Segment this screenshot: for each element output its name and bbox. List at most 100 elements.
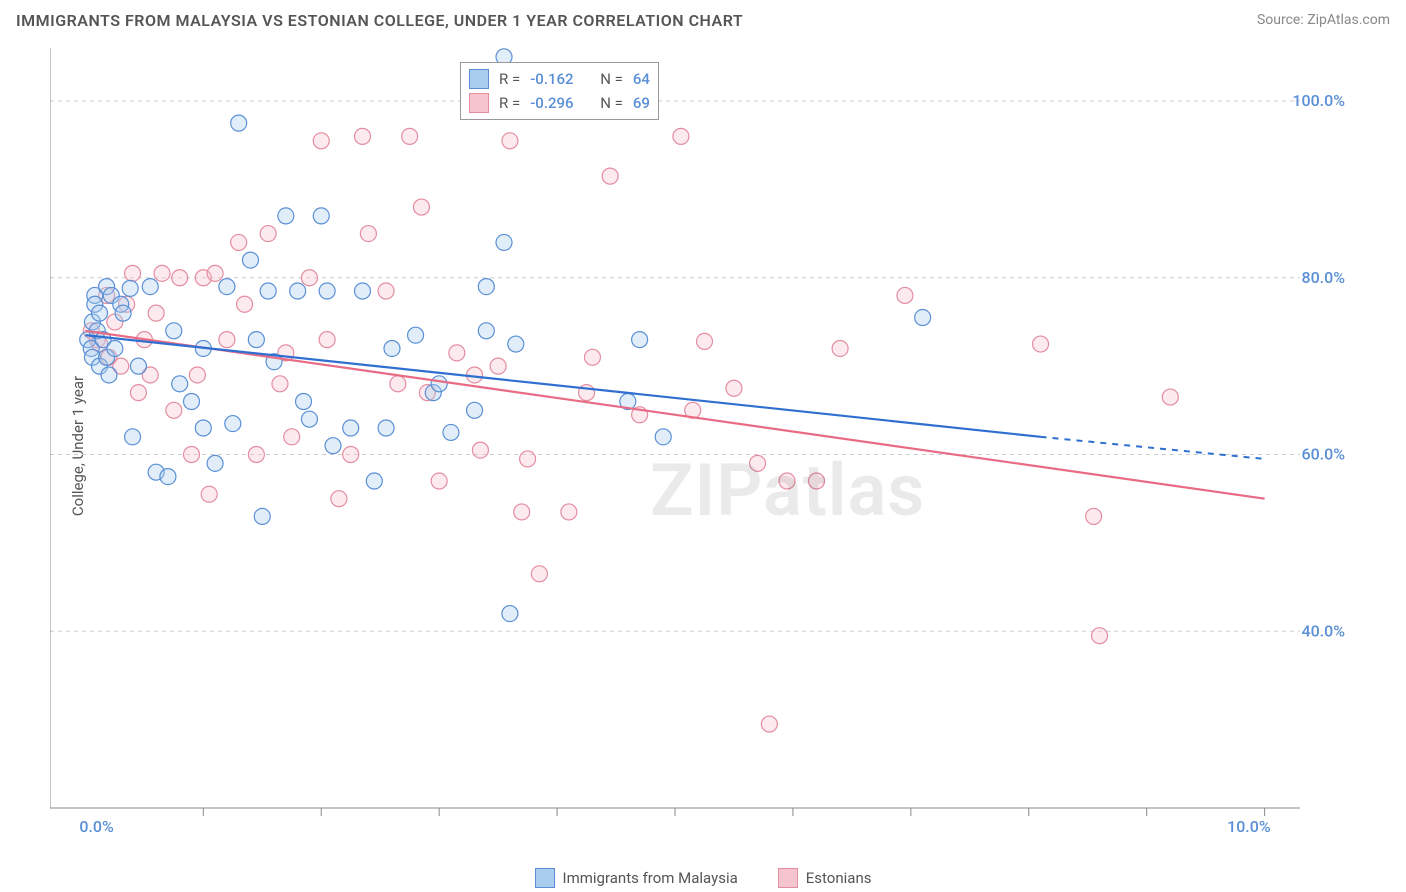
x-tick-label-min: 0.0% xyxy=(79,817,114,836)
scatter-point-a xyxy=(248,332,264,348)
scatter-point-b xyxy=(360,226,376,242)
scatter-point-b xyxy=(166,402,182,418)
y-tick-label: 100.0% xyxy=(1292,91,1345,110)
scatter-point-a xyxy=(915,310,931,326)
scatter-point-a xyxy=(343,420,359,436)
scatter-point-b xyxy=(809,473,825,489)
scatter-point-b xyxy=(207,265,223,281)
stats-r-value-a: -0.162 xyxy=(530,70,590,88)
scatter-point-b xyxy=(313,133,329,149)
scatter-point-a xyxy=(355,283,371,299)
source-name: ZipAtlas.com xyxy=(1307,12,1390,28)
scatter-point-b xyxy=(1162,389,1178,405)
stats-row-b: R =-0.296N =69 xyxy=(469,91,650,115)
scatter-point-a xyxy=(496,234,512,250)
scatter-point-b xyxy=(189,367,205,383)
scatter-point-b xyxy=(1033,336,1049,352)
x-tick-label-max: 10.0% xyxy=(1227,817,1271,836)
chart-title: IMMIGRANTS FROM MALAYSIA VS ESTONIAN COL… xyxy=(16,11,743,30)
scatter-point-a xyxy=(195,420,211,436)
scatter-point-b xyxy=(726,380,742,396)
scatter-point-a xyxy=(225,416,241,432)
scatter-point-b xyxy=(472,442,488,458)
scatter-point-a xyxy=(478,323,494,339)
scatter-point-a xyxy=(467,402,483,418)
scatter-point-b xyxy=(355,128,371,144)
scatter-point-b xyxy=(1086,508,1102,524)
y-tick-label: 80.0% xyxy=(1301,268,1345,287)
scatter-point-b xyxy=(231,234,247,250)
scatter-point-a xyxy=(319,283,335,299)
scatter-point-a xyxy=(160,469,176,485)
scatter-point-b xyxy=(602,168,618,184)
plot-area: 40.0%60.0%80.0%100.0%0.0%10.0% ZIPatlas xyxy=(50,48,1350,838)
stats-r-label: R = xyxy=(499,94,520,112)
scatter-point-a xyxy=(92,305,108,321)
scatter-point-b xyxy=(172,270,188,286)
scatter-point-b xyxy=(514,504,530,520)
scatter-point-a xyxy=(290,283,306,299)
scatter-point-a xyxy=(443,424,459,440)
y-tick-label: 40.0% xyxy=(1301,621,1345,640)
legend-swatch-a xyxy=(535,868,555,888)
scatter-point-b xyxy=(248,447,264,463)
scatter-point-b xyxy=(750,455,766,471)
scatter-point-b xyxy=(520,451,536,467)
scatter-point-b xyxy=(219,332,235,348)
stats-r-value-b: -0.296 xyxy=(530,94,590,112)
y-tick-label: 60.0% xyxy=(1301,445,1345,464)
scatter-point-b xyxy=(390,376,406,392)
source-prefix: Source: xyxy=(1257,12,1307,28)
scatter-point-b xyxy=(490,358,506,374)
scatter-point-a xyxy=(115,305,131,321)
scatter-point-a xyxy=(242,252,258,268)
scatter-point-b xyxy=(531,566,547,582)
scatter-point-b xyxy=(431,473,447,489)
correlation-stats-box: R =-0.162N =64R =-0.296N =69 xyxy=(460,62,659,120)
legend-item-b: Estonians xyxy=(778,868,872,888)
scatter-point-b xyxy=(237,296,253,312)
header: IMMIGRANTS FROM MALAYSIA VS ESTONIAN COL… xyxy=(0,0,1406,40)
scatter-point-a xyxy=(431,376,447,392)
scatter-point-a xyxy=(125,429,141,445)
scatter-point-a xyxy=(107,340,123,356)
scatter-point-b xyxy=(201,486,217,502)
scatter-point-a xyxy=(378,420,394,436)
scatter-point-b xyxy=(897,287,913,303)
scatter-point-b xyxy=(1092,628,1108,644)
scatter-point-b xyxy=(502,133,518,149)
scatter-point-b xyxy=(284,429,300,445)
scatter-point-b xyxy=(449,345,465,361)
scatter-point-b xyxy=(319,332,335,348)
scatter-point-a xyxy=(508,336,524,352)
scatter-point-b xyxy=(331,491,347,507)
scatter-point-a xyxy=(408,327,424,343)
scatter-point-a xyxy=(142,279,158,295)
scatter-point-b xyxy=(413,199,429,215)
scatter-point-b xyxy=(184,447,200,463)
scatter-point-a xyxy=(502,606,518,622)
scatter-point-b xyxy=(125,265,141,281)
scatter-point-b xyxy=(154,265,170,281)
stats-r-label: R = xyxy=(499,70,520,88)
scatter-point-b xyxy=(402,128,418,144)
stats-swatch-b xyxy=(469,93,489,113)
scatter-point-a xyxy=(231,115,247,131)
scatter-point-a xyxy=(166,323,182,339)
scatter-point-a xyxy=(632,332,648,348)
legend-label-b: Estonians xyxy=(806,869,872,887)
scatter-point-a xyxy=(301,411,317,427)
scatter-point-b xyxy=(584,349,600,365)
scatter-point-b xyxy=(673,128,689,144)
scatter-point-b xyxy=(148,305,164,321)
stats-n-value-a: 64 xyxy=(633,70,650,88)
scatter-point-b xyxy=(832,340,848,356)
legend-item-a: Immigrants from Malaysia xyxy=(535,868,738,888)
legend: Immigrants from Malaysia Estonians xyxy=(0,868,1406,888)
scatter-point-b xyxy=(343,447,359,463)
scatter-point-b xyxy=(260,226,276,242)
scatter-point-a xyxy=(384,340,400,356)
stats-row-a: R =-0.162N =64 xyxy=(469,67,650,91)
scatter-point-a xyxy=(325,438,341,454)
scatter-point-b xyxy=(696,333,712,349)
